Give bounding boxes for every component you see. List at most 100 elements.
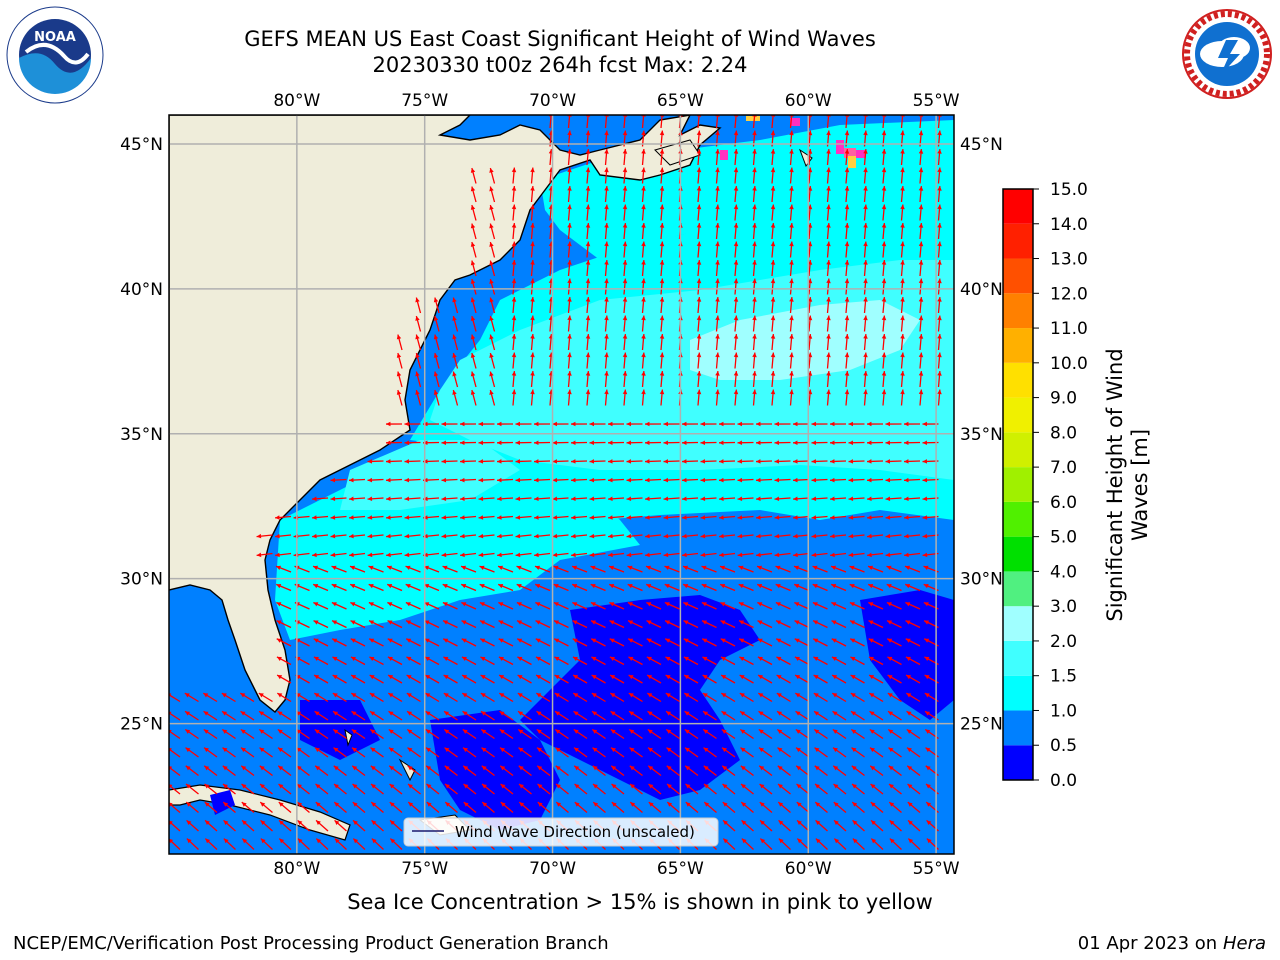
wave-direction-arrow [733, 186, 739, 203]
wave-direction-arrow [812, 583, 828, 592]
wave-direction-arrow [516, 638, 532, 647]
wave-direction-arrow [715, 334, 720, 351]
wave-direction-arrow [850, 728, 865, 740]
wave-direction-arrow [396, 389, 403, 406]
wave-direction-arrow [554, 674, 569, 684]
wave-direction-arrow [665, 692, 680, 703]
wave-direction-arrow [815, 838, 828, 850]
wave-direction-arrow [555, 765, 569, 777]
wave-direction-arrow [770, 297, 776, 314]
wave-direction-arrow [460, 552, 477, 558]
wave-direction-arrow [776, 728, 791, 740]
wave-direction-arrow [404, 459, 421, 464]
wave-direction-arrow [350, 638, 366, 647]
wave-direction-arrow [740, 801, 754, 813]
wave-direction-arrow [443, 710, 458, 721]
wave-direction-arrow [813, 692, 828, 703]
wave-direction-arrow [186, 819, 199, 832]
wave-direction-arrow [479, 565, 495, 573]
wave-direction-arrow [567, 315, 572, 332]
wave-direction-arrow [424, 638, 440, 647]
wave-direction-arrow [844, 167, 850, 184]
wave-direction-arrow [604, 352, 609, 369]
lon-tick-label: 55°W [913, 91, 960, 111]
wave-direction-arrow [184, 692, 199, 703]
colorbar-tick-label: 11.0 [1050, 319, 1088, 339]
wave-direction-arrow [904, 552, 921, 558]
wave-direction-arrow [850, 710, 865, 721]
wave-direction-arrow [770, 371, 776, 388]
wave-direction-arrow [185, 801, 199, 813]
wave-direction-arrow [663, 459, 680, 464]
wave-direction-arrow [663, 515, 680, 520]
wave-direction-arrow [905, 601, 921, 610]
wave-direction-arrow [918, 371, 924, 388]
colorbar-segment [1003, 258, 1033, 294]
wave-direction-arrow [515, 533, 532, 539]
wave-direction-arrow [848, 459, 865, 464]
wave-direction-arrow [778, 819, 791, 832]
wave-direction-arrow [534, 583, 551, 592]
wave-direction-arrow [388, 747, 403, 758]
wave-direction-arrow [789, 223, 794, 240]
wave-direction-arrow [296, 765, 310, 777]
wave-direction-arrow [937, 260, 942, 277]
wave-direction-arrow [222, 765, 236, 777]
wave-direction-arrow [645, 565, 662, 573]
wave-direction-arrow [683, 638, 699, 647]
wave-direction-arrow [759, 838, 773, 850]
wave-direction-arrow [739, 674, 754, 684]
wave-direction-arrow [752, 297, 757, 314]
wave-direction-arrow [701, 620, 717, 629]
wave-direction-arrow [900, 389, 905, 406]
wave-direction-arrow [404, 533, 421, 539]
wave-direction-arrow [622, 389, 628, 406]
wave-direction-arrow [489, 241, 496, 258]
colorbar-segment [1003, 606, 1033, 641]
wave-direction-arrow [811, 552, 828, 558]
wave-direction-arrow [275, 533, 292, 539]
wave-direction-arrow [470, 204, 477, 221]
wave-direction-arrow [444, 747, 458, 758]
wave-direction-arrow [585, 334, 591, 351]
wave-direction-arrow [737, 515, 754, 520]
wave-direction-arrow [666, 801, 680, 813]
wave-direction-arrow [349, 583, 366, 592]
wave-direction-arrow [775, 620, 791, 629]
wave-direction-arrow [701, 638, 717, 647]
wave-direction-arrow [407, 783, 421, 795]
wave-direction-arrow [641, 260, 646, 277]
wave-direction-arrow [367, 533, 384, 539]
wave-direction-arrow [622, 186, 628, 203]
wave-direction-arrow [888, 801, 902, 813]
wave-direction-arrow [258, 710, 273, 721]
wave-direction-arrow [312, 552, 329, 558]
wave-direction-arrow [833, 801, 847, 813]
wave-direction-arrow [221, 710, 236, 721]
wave-direction-arrow [757, 638, 773, 647]
wave-direction-arrow [770, 334, 776, 351]
wave-direction-arrow [518, 801, 532, 813]
wave-direction-arrow [627, 601, 643, 610]
wave-direction-arrow [627, 620, 643, 629]
wave-direction-arrow [830, 583, 847, 592]
wave-direction-arrow [511, 241, 517, 258]
wave-direction-arrow [844, 223, 850, 240]
wave-direction-arrow [574, 801, 588, 813]
wave-direction-arrow [646, 656, 662, 666]
wave-direction-arrow [720, 656, 736, 666]
wave-direction-arrow [387, 638, 403, 647]
wave-direction-arrow [937, 371, 942, 388]
wave-direction-arrow [554, 692, 569, 703]
wave-direction-arrow [793, 565, 810, 573]
wave-direction-arrow [348, 477, 366, 483]
wave-direction-arrow [904, 583, 921, 592]
wave-direction-arrow [515, 552, 532, 558]
colorbar-tick-label: 3.0 [1050, 597, 1077, 617]
wave-direction-arrow [665, 710, 680, 721]
wave-direction-arrow [733, 278, 739, 295]
wave-direction-arrow [903, 496, 921, 502]
wave-direction-arrow [388, 710, 403, 721]
wave-direction-arrow [870, 801, 884, 813]
wave-direction-arrow [774, 477, 791, 483]
